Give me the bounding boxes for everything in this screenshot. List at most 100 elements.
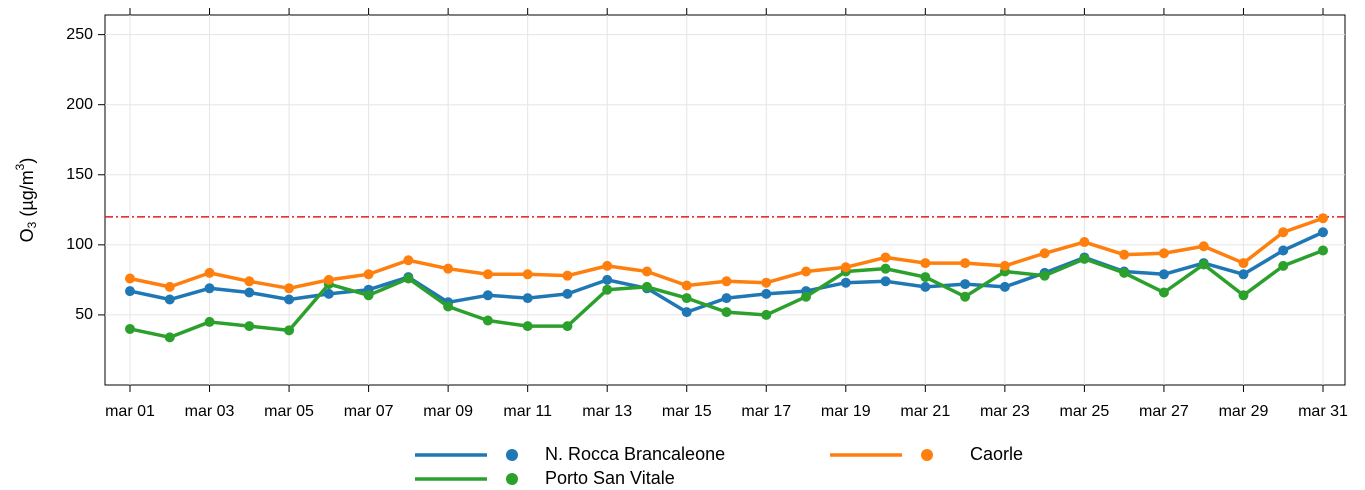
data-point [801, 291, 812, 302]
data-point [1198, 241, 1209, 252]
data-point [999, 281, 1010, 292]
y-axis-label-part: 3 [13, 163, 27, 170]
plot-frame [104, 14, 1346, 386]
data-point [1318, 213, 1328, 224]
data-point [1158, 287, 1169, 298]
data-point [482, 315, 493, 326]
data-point [482, 290, 493, 301]
x-tick-label: mar 27 [1139, 403, 1189, 420]
y-tick-label: 50 [75, 306, 93, 323]
data-point [562, 321, 573, 332]
y-axis-label-part: O [17, 228, 37, 242]
data-point [960, 279, 971, 290]
data-point [363, 290, 374, 301]
data-point [363, 269, 374, 280]
data-point [602, 284, 613, 295]
data-point [284, 294, 295, 305]
data-point [1158, 248, 1169, 259]
legend-label: Caorle [970, 444, 1023, 464]
data-point [482, 269, 493, 280]
x-tick-label: mar 29 [1219, 403, 1269, 420]
x-tick-label: mar 31 [1298, 403, 1348, 420]
data-point [443, 301, 454, 312]
data-point [681, 280, 692, 291]
data-point [641, 266, 652, 277]
x-tick-label: mar 11 [503, 403, 552, 420]
data-point [1238, 290, 1249, 301]
data-point [562, 270, 573, 281]
y-axis-label: O3 (µg/m3) [13, 158, 39, 243]
y-tick-label: 200 [66, 96, 93, 113]
data-point [681, 293, 692, 304]
data-point [1278, 260, 1289, 271]
data-point [1198, 259, 1209, 270]
data-point [164, 294, 175, 305]
data-point [284, 325, 295, 336]
y-axis-label-part: 3 [25, 221, 39, 228]
x-tick-label: mar 19 [821, 403, 871, 420]
legend-dot [506, 449, 518, 461]
x-tick-label: mar 01 [105, 403, 155, 420]
data-point [204, 283, 215, 294]
data-point [164, 281, 175, 292]
data-point [204, 316, 215, 327]
data-point [244, 287, 255, 298]
x-tick-label: mar 05 [264, 403, 314, 420]
x-tick-label: mar 09 [423, 403, 473, 420]
data-point [920, 281, 931, 292]
x-tick-label: mar 25 [1060, 403, 1110, 420]
data-point [164, 332, 175, 343]
data-point [602, 274, 613, 285]
data-point [920, 272, 931, 283]
legend-label: Porto San Vitale [545, 468, 675, 488]
data-point [602, 260, 613, 271]
data-point [125, 286, 135, 297]
data-point [522, 293, 533, 304]
data-point [403, 273, 414, 284]
data-point [960, 258, 971, 269]
y-axis-label-part: (µg/m [17, 170, 37, 221]
data-point [840, 277, 851, 288]
data-point [1238, 258, 1249, 269]
data-point [522, 269, 533, 280]
data-point [999, 260, 1010, 271]
data-point [721, 276, 732, 287]
data-point [1278, 227, 1289, 238]
y-axis-label-part: ) [17, 158, 37, 164]
data-point [880, 276, 891, 287]
data-point [761, 309, 772, 320]
data-point [1318, 227, 1328, 238]
data-point [1119, 249, 1130, 260]
x-tick-label: mar 17 [741, 403, 791, 420]
data-point [403, 255, 414, 266]
data-point [761, 288, 772, 299]
data-point [1318, 245, 1328, 256]
data-point [522, 321, 533, 332]
data-point [244, 321, 255, 332]
x-tick-label: mar 03 [185, 403, 235, 420]
data-point [681, 307, 692, 318]
data-point [721, 307, 732, 318]
data-point [1079, 253, 1090, 264]
data-point [960, 291, 971, 302]
data-point [1039, 270, 1050, 281]
data-point [1119, 267, 1130, 278]
data-point [125, 273, 135, 284]
x-tick-label: mar 15 [662, 403, 712, 420]
data-point [880, 252, 891, 263]
y-tick-label: 250 [66, 26, 93, 43]
data-point [1039, 248, 1050, 259]
x-tick-label: mar 13 [582, 403, 632, 420]
data-point [801, 266, 812, 277]
data-point [323, 274, 334, 285]
legend-label: N. Rocca Brancaleone [545, 444, 725, 464]
data-point [1158, 269, 1169, 280]
data-point [204, 267, 215, 278]
data-point [284, 283, 295, 294]
data-point [1238, 269, 1249, 280]
legend-dot [921, 449, 933, 461]
data-point [920, 258, 931, 269]
data-point [880, 263, 891, 274]
